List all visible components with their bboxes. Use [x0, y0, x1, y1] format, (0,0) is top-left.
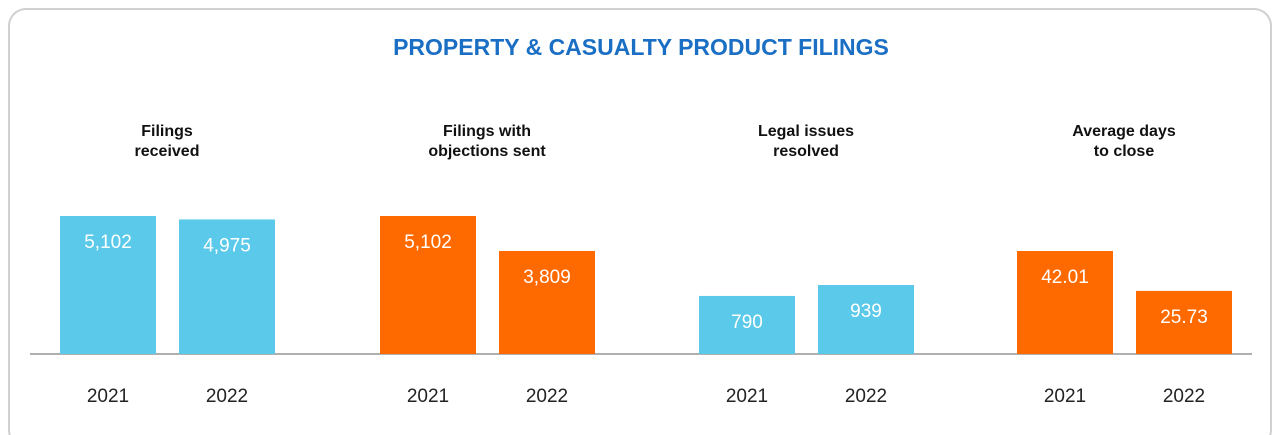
bar [818, 285, 914, 354]
bar [1017, 251, 1113, 354]
chart-title: Filings with objections sent [428, 123, 546, 160]
bar [179, 219, 275, 354]
value-label: 25.73 [1160, 307, 1208, 328]
x-tick-label: 2021 [87, 386, 129, 407]
value-label: 790 [731, 312, 763, 333]
x-tick-label: 2022 [206, 386, 248, 407]
x-tick-label: 2022 [845, 386, 887, 407]
value-label: 42.01 [1041, 267, 1089, 288]
x-tick-label: 2021 [407, 386, 449, 407]
bar [1136, 290, 1232, 354]
bar [380, 216, 476, 354]
x-tick-label: 2022 [1163, 386, 1205, 407]
value-label: 3,809 [523, 267, 571, 288]
chart-title: Average days to close [1072, 123, 1176, 160]
chart-title: Legal issues resolved [757, 123, 855, 160]
x-tick-label: 2022 [526, 386, 568, 407]
bar [499, 250, 595, 354]
value-label: 939 [850, 301, 882, 322]
card [8, 8, 1272, 435]
x-tick-label: 2021 [1044, 386, 1086, 407]
title: PROPERTY & CASUALTY PRODUCT FILINGS [393, 34, 889, 60]
chart-title: Filings received [134, 123, 200, 160]
value-label: 5,102 [84, 232, 132, 253]
value-label: 4,975 [203, 235, 251, 256]
x-tick-label: 2021 [726, 386, 768, 407]
bar [699, 295, 795, 354]
value-label: 5,102 [404, 232, 452, 253]
bar [60, 216, 156, 354]
